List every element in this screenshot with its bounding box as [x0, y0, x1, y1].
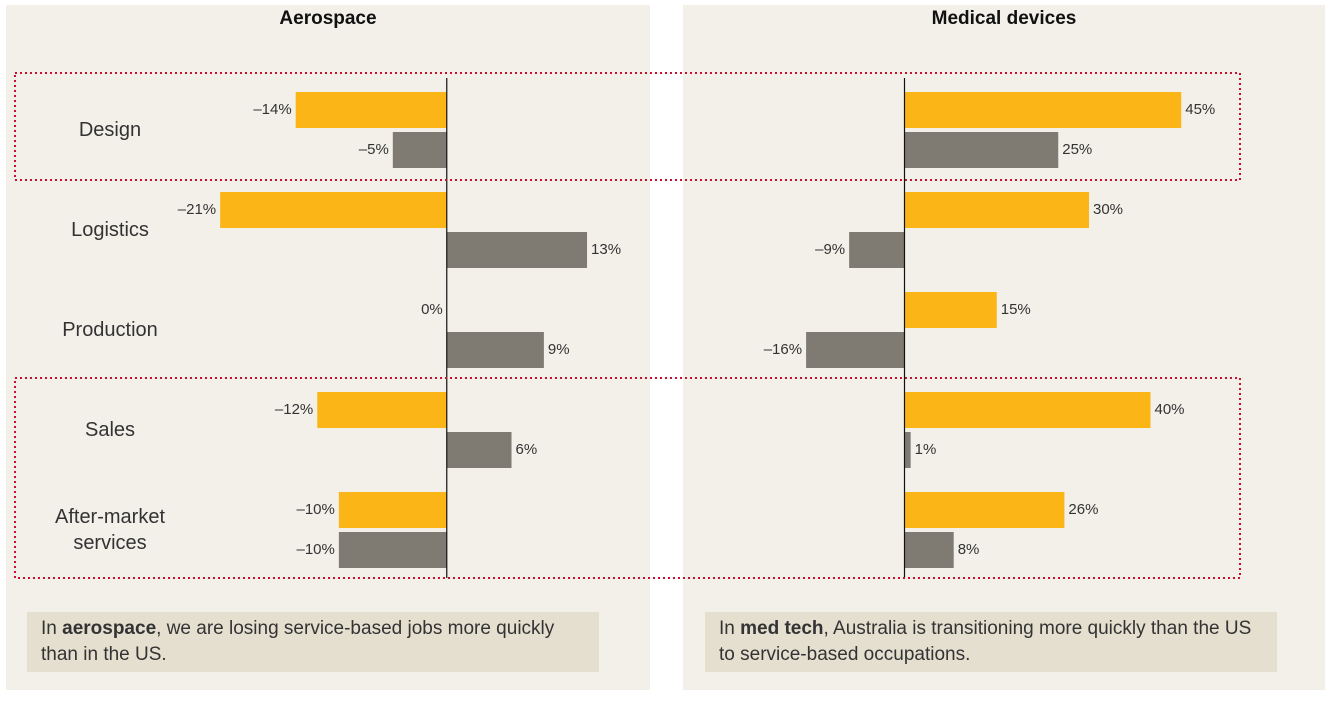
value-label: 40%: [1155, 401, 1185, 418]
category-label: After-market services: [54, 506, 166, 554]
value-label: 13%: [591, 241, 621, 258]
note-text: , Australia is transitioning more quickl…: [719, 618, 1252, 665]
bar: [904, 192, 1089, 228]
bar: [317, 392, 447, 428]
value-label: 15%: [1001, 301, 1031, 318]
note: In med tech, Australia is transitioning …: [705, 612, 1277, 672]
note-text: In: [719, 618, 741, 639]
value-label: –16%: [764, 341, 802, 358]
bar: [338, 532, 447, 568]
category-label: Sales: [84, 419, 136, 441]
note-text: , we are losing service-based jobs more …: [41, 618, 555, 665]
bar: [904, 392, 1151, 428]
bar: [338, 492, 447, 528]
highlight-box: [14, 72, 1241, 181]
note-text: In aerospace, we are losing service-base…: [41, 616, 585, 668]
value-label: –10%: [296, 541, 334, 558]
note-text: In: [41, 618, 63, 639]
value-label: 6%: [516, 441, 538, 458]
bar: [446, 432, 512, 468]
value-label: –21%: [178, 201, 216, 218]
marks: Aerospace –14% –21% 0% –12% –10% –5% 13% 9% 6% –10…: [178, 8, 1215, 578]
note-text: In med tech, Australia is transitioning …: [719, 616, 1263, 668]
category-label: Production: [62, 319, 158, 341]
note-emphasis: med tech: [740, 618, 824, 639]
value-label: 1%: [915, 441, 937, 458]
bar: [295, 92, 447, 128]
bar: [904, 132, 1059, 168]
bar: [446, 232, 588, 268]
value-label: 8%: [958, 541, 980, 558]
chart-title: Aerospace: [279, 8, 376, 29]
highlight-box: [14, 377, 1241, 579]
bar: [220, 192, 447, 228]
note: In aerospace, we are losing service-base…: [27, 612, 599, 672]
bar: [904, 92, 1182, 128]
value-label: –5%: [359, 141, 389, 158]
value-label: –14%: [253, 101, 291, 118]
value-label: –12%: [275, 401, 313, 418]
bar: [806, 332, 905, 368]
category-label: Logistics: [71, 219, 149, 241]
bar: [849, 232, 905, 268]
bar: [446, 332, 544, 368]
value-label: 45%: [1185, 101, 1215, 118]
value-label: 0%: [421, 301, 443, 318]
value-label: 25%: [1062, 141, 1092, 158]
value-label: –9%: [815, 241, 845, 258]
chart-title: Medical devices: [932, 8, 1077, 29]
value-label: –10%: [296, 501, 334, 518]
value-label: 26%: [1068, 501, 1098, 518]
bar: [904, 532, 954, 568]
value-label: 9%: [548, 341, 570, 358]
bar: [904, 292, 997, 328]
category-label: Design: [78, 119, 142, 141]
bar: [904, 492, 1065, 528]
value-label: 30%: [1093, 201, 1123, 218]
bar: [904, 432, 911, 468]
note-emphasis: aerospace: [62, 618, 157, 639]
bar: [392, 132, 447, 168]
